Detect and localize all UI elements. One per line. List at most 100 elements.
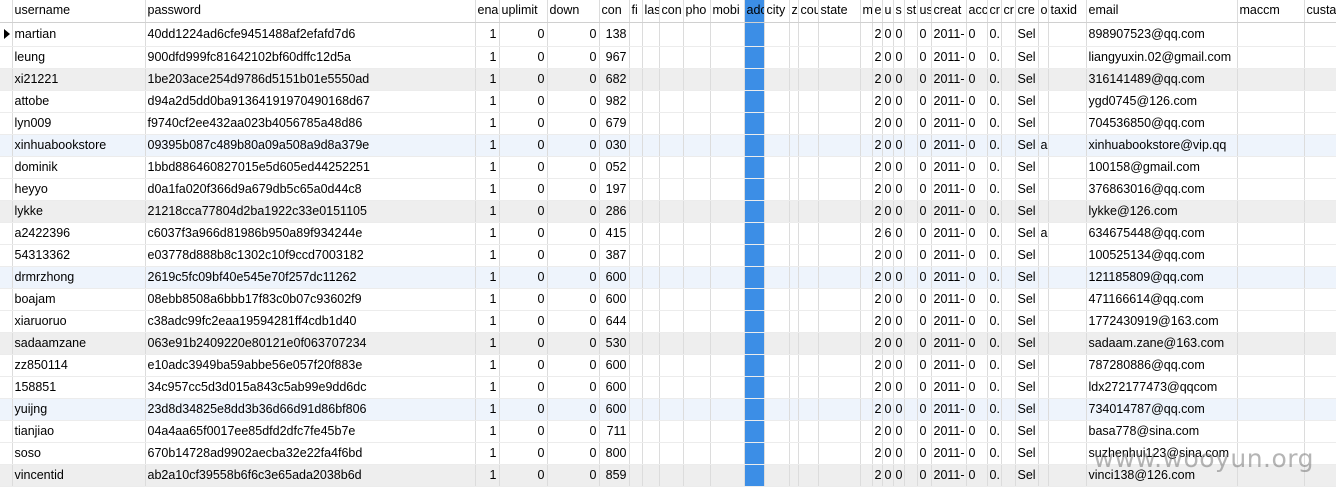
cell-password[interactable]: c38adc99fc2eaa19594281ff4cdb1d40 <box>145 310 476 333</box>
cell-password[interactable]: 21218cca77804d2ba1922c33e0151105 <box>145 200 476 223</box>
cell-custattr[interactable] <box>1304 68 1336 91</box>
cell-pho[interactable] <box>683 200 711 223</box>
cell-custattr[interactable] <box>1304 376 1336 399</box>
cell-creat[interactable]: 2011- <box>931 332 967 355</box>
cell-creat[interactable]: 2011- <box>931 288 967 311</box>
cell-cou[interactable] <box>798 22 819 47</box>
row-marker[interactable] <box>0 178 13 201</box>
cell-u[interactable]: 0 <box>882 178 894 201</box>
cell-acc[interactable]: 0 <box>966 442 988 465</box>
row-marker[interactable] <box>0 200 13 223</box>
cell-con[interactable]: 387 <box>599 244 630 267</box>
cell-o[interactable] <box>1038 178 1049 201</box>
cell-ena[interactable]: 1 <box>475 200 500 223</box>
cell-creat[interactable]: 2011- <box>931 442 967 465</box>
cell-mobi[interactable] <box>710 22 745 47</box>
cell-mobi[interactable] <box>710 222 745 245</box>
cell-custattr[interactable] <box>1304 398 1336 421</box>
table-row[interactable]: 158851 34c957cc5d3d015a843c5ab99e9dd6dc 1 0… <box>0 376 1336 399</box>
cell-cr[interactable]: 0. <box>987 46 1002 69</box>
cell-down[interactable]: 0 <box>547 442 600 465</box>
cell-mobi[interactable] <box>710 244 745 267</box>
cell-mobi[interactable] <box>710 354 745 377</box>
cell-e[interactable]: 2 <box>872 244 883 267</box>
cell-down[interactable]: 0 <box>547 464 600 487</box>
cell-s[interactable]: 0 <box>893 376 905 399</box>
cell-uplimit[interactable]: 0 <box>499 420 548 443</box>
cell-u[interactable]: 0 <box>882 68 894 91</box>
cell-s[interactable]: 0 <box>893 112 905 135</box>
cell-uplimit[interactable]: 0 <box>499 22 548 47</box>
cell-custattr[interactable] <box>1304 200 1336 223</box>
cell-uplimit[interactable]: 0 <box>499 200 548 223</box>
cell-z[interactable] <box>789 22 799 47</box>
cell-email[interactable]: lykke@126.com <box>1086 200 1238 223</box>
cell-email[interactable]: 316141489@qq.com <box>1086 68 1238 91</box>
cell-city[interactable] <box>764 244 790 267</box>
cell-pho[interactable] <box>683 46 711 69</box>
row-marker[interactable] <box>0 46 13 69</box>
cell-m[interactable] <box>860 200 873 223</box>
cell-m[interactable] <box>860 68 873 91</box>
cell-taxid[interactable] <box>1048 222 1087 245</box>
cell-uplimit[interactable]: 0 <box>499 354 548 377</box>
cell-e[interactable]: 2 <box>872 266 883 289</box>
cell-ena[interactable]: 1 <box>475 68 500 91</box>
cell-o[interactable] <box>1038 266 1049 289</box>
row-marker[interactable] <box>0 22 13 47</box>
cell-username[interactable]: 158851 <box>12 376 146 399</box>
cell-o[interactable] <box>1038 112 1049 135</box>
cell-cou[interactable] <box>798 222 819 245</box>
cell-maccm[interactable] <box>1237 310 1305 333</box>
cell-state[interactable] <box>818 332 861 355</box>
column-header-password[interactable]: password <box>145 0 476 23</box>
cell-state[interactable] <box>818 266 861 289</box>
cell-city[interactable] <box>764 266 790 289</box>
cell-s[interactable]: 0 <box>893 200 905 223</box>
cell-s[interactable]: 0 <box>893 46 905 69</box>
cell-email[interactable]: liangyuxin.02@gmail.com <box>1086 46 1238 69</box>
cell-cou[interactable] <box>798 178 819 201</box>
cell-acc[interactable]: 0 <box>966 68 988 91</box>
cell-email[interactable]: sadaam.zane@163.com <box>1086 332 1238 355</box>
cell-state[interactable] <box>818 68 861 91</box>
cell-z[interactable] <box>789 200 799 223</box>
cell-las[interactable] <box>642 332 660 355</box>
column-header-state[interactable]: state <box>818 0 861 23</box>
cell-adc[interactable] <box>744 464 765 487</box>
cell-ena[interactable]: 1 <box>475 442 500 465</box>
cell-acc[interactable]: 0 <box>966 464 988 487</box>
cell-password[interactable]: 34c957cc5d3d015a843c5ab99e9dd6dc <box>145 376 476 399</box>
cell-adc[interactable] <box>744 178 765 201</box>
cell-fi[interactable] <box>629 288 643 311</box>
table-row[interactable]: 54313362 e03778d888b8c1302c10f9ccd7003182… <box>0 244 1336 267</box>
cell-m[interactable] <box>860 464 873 487</box>
cell-city[interactable] <box>764 112 790 135</box>
cell-s[interactable]: 0 <box>893 156 905 179</box>
cell-u[interactable]: 0 <box>882 376 894 399</box>
cell-password[interactable]: ab2a10cf39558b6f6c3e65ada2038b6d <box>145 464 476 487</box>
cell-uplimit[interactable]: 0 <box>499 134 548 157</box>
cell-taxid[interactable] <box>1048 90 1087 113</box>
cell-con[interactable] <box>659 464 684 487</box>
cell-uplimit[interactable]: 0 <box>499 112 548 135</box>
cell-con[interactable] <box>659 310 684 333</box>
cell-adc[interactable] <box>744 442 765 465</box>
cell-con[interactable]: 679 <box>599 112 630 135</box>
cell-con[interactable] <box>659 134 684 157</box>
cell-password[interactable]: d0a1fa020f366d9a679db5c65a0d44c8 <box>145 178 476 201</box>
cell-acc[interactable]: 0 <box>966 112 988 135</box>
table-row[interactable]: yuijng 23d8d34825e8dd3b36d66d91d86bf806 1 0… <box>0 398 1336 421</box>
cell-m[interactable] <box>860 354 873 377</box>
cell-state[interactable] <box>818 156 861 179</box>
cell-cr[interactable] <box>1001 46 1016 69</box>
cell-acc[interactable]: 0 <box>966 398 988 421</box>
cell-las[interactable] <box>642 310 660 333</box>
cell-cr[interactable]: 0. <box>987 178 1002 201</box>
cell-o[interactable] <box>1038 376 1049 399</box>
table-row[interactable]: xinhuabookstore 09395b087c489b80a09a508a9… <box>0 134 1336 157</box>
cell-cr[interactable]: 0. <box>987 156 1002 179</box>
cell-z[interactable] <box>789 244 799 267</box>
row-marker[interactable] <box>0 244 13 267</box>
cell-e[interactable]: 2 <box>872 398 883 421</box>
